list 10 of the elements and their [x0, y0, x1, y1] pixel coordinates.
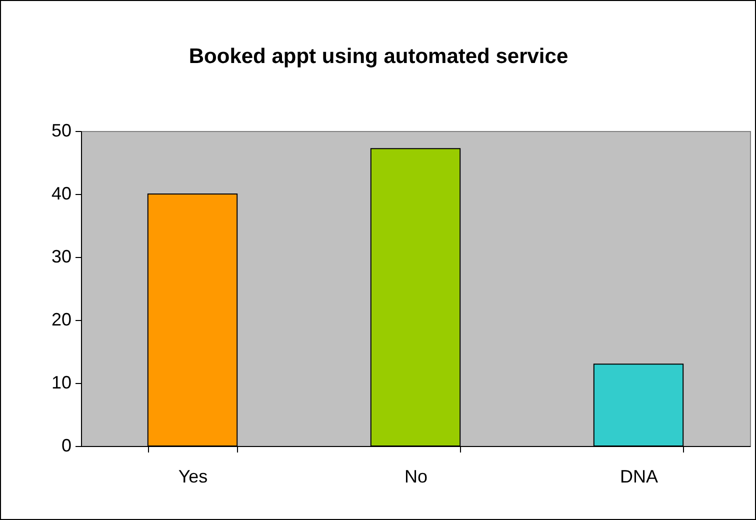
- x-tick-label: DNA: [620, 466, 658, 486]
- chart-title: Booked appt using automated service: [188, 45, 568, 68]
- x-tick-label: No: [404, 466, 428, 486]
- y-tick-label: 40: [51, 184, 72, 204]
- x-tick-label: Yes: [178, 466, 208, 486]
- y-tick-label: 20: [51, 310, 72, 330]
- y-tick-label: 10: [51, 372, 72, 392]
- y-tick-label: 30: [51, 246, 72, 266]
- y-tick-label: 50: [51, 120, 72, 140]
- y-tick-label: 0: [61, 436, 72, 456]
